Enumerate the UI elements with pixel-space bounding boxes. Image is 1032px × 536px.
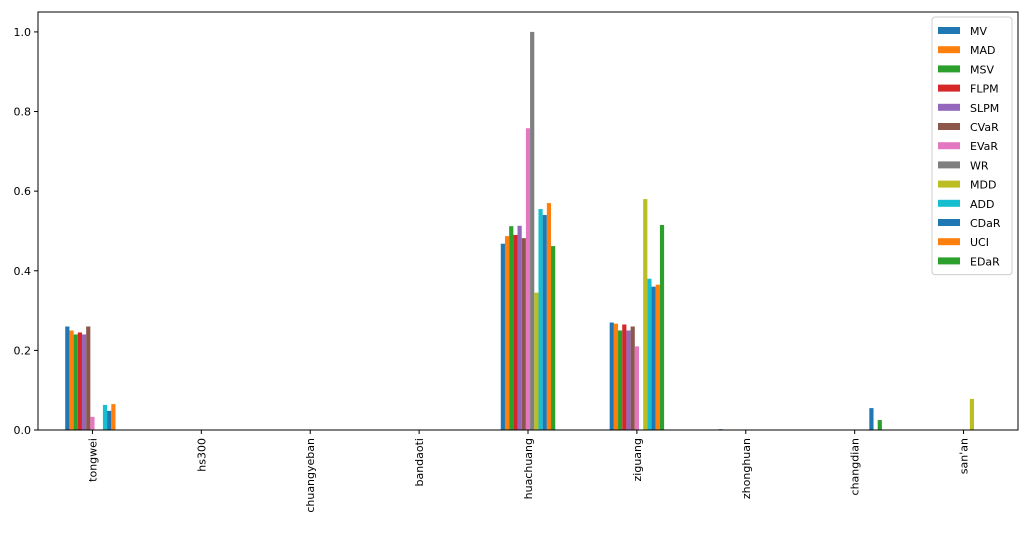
bar — [111, 404, 116, 430]
bar — [542, 215, 547, 430]
x-tick-label: huachuang — [522, 438, 535, 499]
legend-label: EDaR — [970, 255, 1000, 268]
legend-swatch — [938, 65, 960, 73]
bar — [538, 209, 543, 430]
legend-label: MAD — [970, 44, 996, 57]
legend-label: MSV — [970, 63, 994, 76]
bar — [546, 203, 552, 430]
bar — [534, 292, 539, 430]
bar — [517, 225, 522, 430]
legend-swatch — [938, 219, 960, 226]
legend-box — [931, 16, 1013, 276]
legend-label: UCI — [970, 236, 989, 249]
bar — [626, 330, 631, 430]
legend-label: MV — [970, 25, 987, 38]
plot-frame — [37, 11, 1019, 431]
x-tick-label: tongwei — [86, 438, 99, 482]
bar — [81, 334, 87, 430]
bar — [513, 234, 518, 430]
bar — [655, 284, 660, 430]
x-tick-label: hs300 — [195, 438, 208, 472]
legend-label: SLPM — [970, 102, 999, 115]
bar — [530, 31, 535, 431]
y-tick-label: 1.0 — [14, 26, 32, 39]
y-tick-label: 0.0 — [14, 424, 32, 437]
legend-swatch — [938, 180, 960, 188]
bar — [969, 398, 975, 430]
bar — [651, 286, 656, 430]
legend: MV MAD MSV FLPM SLPM CVaR EVaR WR MDD ADD CDaR UCI E… — [931, 16, 1013, 276]
bar — [643, 199, 648, 430]
bar — [630, 326, 635, 430]
legend-swatch — [938, 142, 960, 150]
legend-swatch — [938, 27, 960, 34]
legend-swatch — [938, 84, 960, 92]
legend-swatch — [938, 161, 960, 169]
legend-label: FLPM — [970, 83, 999, 96]
bar — [618, 330, 623, 430]
legend-swatch — [938, 238, 960, 246]
bar — [102, 404, 108, 430]
x-tick-label: bandaoti — [413, 438, 426, 487]
y-tick-label: 0.4 — [14, 265, 32, 278]
legend-label: CVaR — [970, 121, 999, 134]
bar — [869, 408, 874, 430]
bar — [77, 332, 82, 430]
bar — [107, 410, 112, 430]
bar — [73, 334, 78, 430]
bar — [509, 226, 514, 430]
bar — [500, 243, 505, 430]
bar — [65, 326, 70, 430]
bar — [86, 326, 91, 430]
y-tick-label: 0.6 — [14, 185, 32, 198]
bar — [609, 322, 614, 430]
bar — [504, 236, 510, 430]
legend-label: EVaR — [970, 140, 998, 153]
legend-label: CDaR — [970, 217, 1001, 230]
x-tick-label: changdian — [849, 438, 862, 495]
bar — [90, 416, 95, 430]
bar — [613, 323, 619, 430]
legend-swatch — [938, 257, 960, 265]
bar — [551, 246, 556, 430]
bar — [659, 224, 665, 430]
bar — [634, 346, 639, 430]
legend-swatch — [938, 103, 960, 111]
legend-swatch — [938, 46, 960, 54]
legend-swatch — [938, 123, 960, 130]
bar — [877, 420, 882, 430]
legend-swatch — [938, 199, 960, 207]
bar — [521, 238, 526, 430]
legend-label: MDD — [970, 179, 996, 192]
bar — [69, 330, 74, 430]
bar — [622, 324, 627, 430]
y-tick-label: 0.8 — [14, 106, 32, 119]
x-tick-label: zhonghuan — [740, 438, 753, 499]
x-tick-label: chuangyeban — [304, 438, 317, 513]
legend-label: WR — [970, 159, 989, 172]
legend-label: ADD — [970, 198, 994, 211]
x-tick-label: san'an — [958, 438, 971, 474]
x-tick-label: ziguang — [631, 438, 644, 481]
y-tick-label: 0.2 — [14, 344, 32, 357]
bar — [647, 278, 652, 430]
bar — [525, 128, 531, 430]
